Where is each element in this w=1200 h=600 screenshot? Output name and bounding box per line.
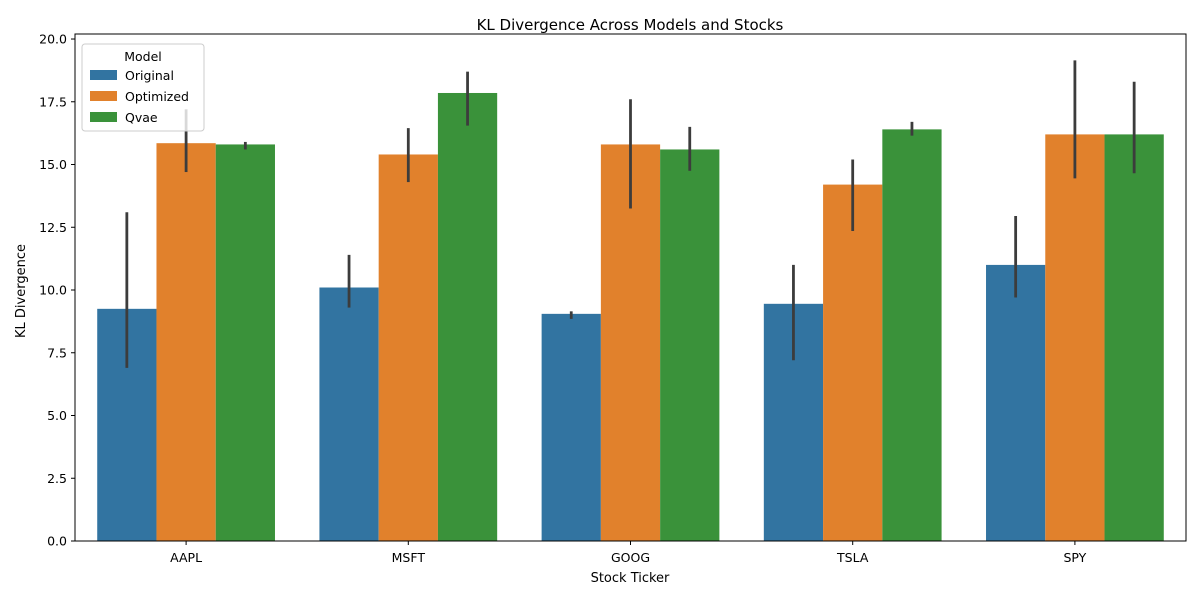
- bar-qvae-tsla: [882, 129, 942, 542]
- legend-label-original: Original: [125, 68, 174, 83]
- bar-optimized-goog: [600, 144, 661, 541]
- legend-swatch-original: [90, 70, 117, 80]
- bar-optimized-spy: [1045, 134, 1105, 541]
- y-tick-label: 5.0: [47, 408, 67, 423]
- bar-original-goog: [541, 313, 601, 541]
- legend-swatch-qvae: [90, 112, 117, 122]
- bar-optimized-aapl: [156, 143, 216, 541]
- legend-swatch-optimized: [90, 91, 117, 101]
- bar-qvae-aapl: [215, 144, 275, 541]
- y-tick-label: 17.5: [39, 94, 67, 109]
- y-tick-label: 2.5: [47, 471, 67, 486]
- x-tick-label-msft: MSFT: [392, 550, 426, 565]
- y-tick-label: 0.0: [47, 534, 67, 549]
- legend: Model Original Optimized Qvae: [81, 43, 205, 132]
- x-tick-label-aapl: AAPL: [170, 550, 202, 565]
- bar-qvae-msft: [437, 92, 498, 542]
- bar-original-spy: [986, 264, 1046, 541]
- x-tick-label-tsla: TSLA: [836, 550, 869, 565]
- legend-label-optimized: Optimized: [125, 89, 189, 104]
- y-tick-label: 15.0: [39, 157, 67, 172]
- x-tick-label-spy: SPY: [1063, 550, 1086, 565]
- bar-optimized-tsla: [823, 184, 883, 541]
- legend-label-qvae: Qvae: [125, 110, 158, 125]
- plot-area: [74, 33, 1187, 542]
- legend-box: [81, 43, 205, 132]
- y-tick-label: 7.5: [47, 345, 67, 360]
- bar-optimized-msft: [378, 154, 438, 541]
- y-axis: 0.0 2.5 5.0 7.5 10.0 12.5 15.0 17.5 20.0: [39, 32, 75, 549]
- x-axis-label: Stock Ticker: [591, 571, 670, 586]
- y-axis-label: KL Divergence: [14, 244, 29, 338]
- legend-title: Model: [124, 49, 162, 64]
- bar-original-msft: [319, 287, 379, 541]
- bar-qvae-spy: [1104, 134, 1164, 541]
- x-axis: AAPL MSFT GOOG TSLA SPY: [170, 541, 1087, 565]
- chart-title: KL Divergence Across Models and Stocks: [477, 16, 784, 34]
- y-tick-label: 10.0: [39, 283, 67, 298]
- bar-qvae-goog: [660, 149, 720, 541]
- x-tick-label-goog: GOOG: [611, 550, 650, 565]
- y-tick-label: 20.0: [39, 32, 67, 47]
- y-tick-label: 12.5: [39, 220, 67, 235]
